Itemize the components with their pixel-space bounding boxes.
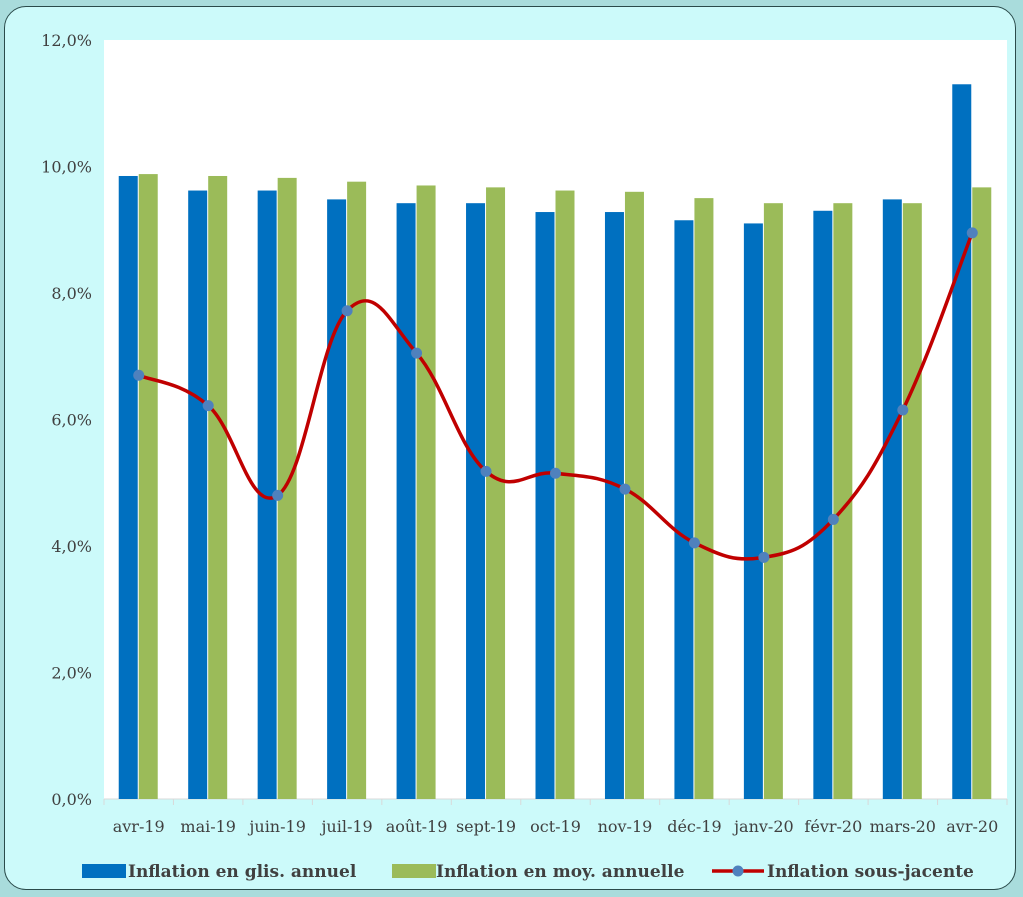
line-point bbox=[688, 537, 700, 549]
line-point bbox=[619, 483, 631, 495]
y-tick-label: 6,0% bbox=[51, 411, 92, 430]
bar-glis bbox=[257, 190, 277, 799]
line-point bbox=[966, 227, 978, 239]
x-tick-label: oct-19 bbox=[530, 817, 581, 836]
bar-glis bbox=[535, 212, 555, 800]
x-tick-label: mai-19 bbox=[180, 817, 236, 836]
legend-label: Inflation en glis. annuel bbox=[128, 862, 357, 882]
line-point bbox=[827, 513, 839, 525]
legend: Inflation en glis. annuel Inflation en mo… bbox=[82, 862, 974, 882]
bar-moy bbox=[208, 175, 228, 800]
line-point bbox=[341, 305, 353, 317]
line-point bbox=[133, 369, 145, 381]
bar-glis bbox=[674, 220, 694, 799]
y-tick-label: 2,0% bbox=[51, 664, 92, 683]
x-axis: avr-19 mai-19 juin-19 juil-19 août-19 sept-19… bbox=[103, 798, 1008, 836]
line-point bbox=[272, 489, 284, 501]
x-tick-label: juil-19 bbox=[319, 817, 372, 836]
y-tick-label: 12,0% bbox=[41, 31, 92, 50]
bar-moy bbox=[763, 203, 783, 799]
bar-moy bbox=[277, 177, 297, 799]
bar-moy bbox=[416, 185, 436, 800]
legend-swatch-marker bbox=[732, 865, 744, 877]
line-point bbox=[480, 465, 492, 477]
bar-glis bbox=[327, 199, 347, 799]
legend-label: Inflation sous-jacente bbox=[767, 862, 974, 882]
x-tick-label: nov-19 bbox=[598, 817, 653, 836]
bar-moy bbox=[138, 174, 158, 800]
bar-moy bbox=[972, 187, 992, 799]
y-tick-label: 10,0% bbox=[41, 158, 92, 177]
bar-glis bbox=[188, 190, 208, 799]
bar-moy bbox=[347, 181, 367, 799]
bar-moy bbox=[902, 203, 922, 799]
bar-glis bbox=[743, 223, 763, 800]
bar-glis bbox=[882, 199, 902, 799]
y-tick-label: 8,0% bbox=[51, 284, 92, 303]
x-tick-label: déc-19 bbox=[667, 817, 721, 836]
bar-glis bbox=[604, 212, 624, 800]
bar-glis bbox=[118, 175, 138, 800]
line-point bbox=[202, 400, 214, 412]
bar-moy bbox=[555, 190, 575, 799]
line-series bbox=[133, 227, 978, 563]
x-tick-label: févr-20 bbox=[804, 817, 862, 836]
x-tick-label: août-19 bbox=[386, 817, 448, 836]
x-tick-label: juin-19 bbox=[247, 817, 305, 836]
x-tick-label: avr-19 bbox=[113, 817, 165, 836]
line-point bbox=[550, 467, 561, 479]
line-point bbox=[411, 347, 423, 359]
y-axis: 0,0% 2,0% 4,0% 6,0% 8,0% 10,0% 12,0% bbox=[41, 31, 92, 809]
y-tick-label: 4,0% bbox=[51, 537, 92, 556]
y-tick-label: 0,0% bbox=[51, 790, 92, 809]
bar-glis bbox=[952, 84, 972, 799]
line-point bbox=[758, 551, 770, 563]
legend-swatch bbox=[82, 864, 126, 878]
x-tick-label: avr-20 bbox=[946, 817, 998, 836]
bar-glis bbox=[396, 203, 416, 799]
bars bbox=[118, 84, 992, 800]
x-tick-label: sept-19 bbox=[456, 817, 516, 836]
bar-glis bbox=[466, 203, 486, 799]
bar-glis bbox=[813, 210, 833, 799]
legend-label: Inflation en moy. annuelle bbox=[436, 862, 685, 882]
legend-swatch bbox=[392, 864, 436, 878]
bar-moy bbox=[486, 187, 506, 799]
x-tick-label: mars-20 bbox=[870, 817, 936, 836]
bar-moy bbox=[833, 203, 853, 799]
x-tick-label: janv-20 bbox=[732, 817, 794, 836]
bar-moy bbox=[694, 198, 714, 799]
line-point bbox=[897, 404, 909, 416]
